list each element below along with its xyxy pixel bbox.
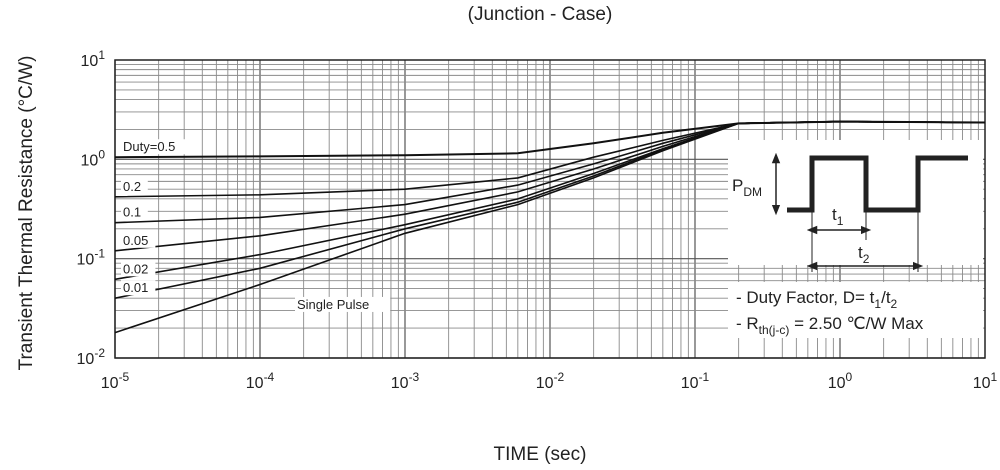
series-lines: Duty=0.5 0.2 0.1 0.05 0.02 0.01 Single Pulse (114, 120, 986, 334)
pdm-label: PDM (732, 176, 762, 199)
series-label-bg (295, 296, 391, 312)
pdm-sub: DM (743, 185, 762, 199)
x-tick-exponent: -5 (119, 370, 130, 384)
series-label: 0.2 (123, 179, 141, 194)
x-tick-base: 10 (101, 375, 119, 392)
series-label: 0.1 (123, 205, 141, 220)
plot-frame (114, 59, 986, 359)
x-tick-exponent: -3 (409, 370, 420, 384)
x-tick-label: 100 (828, 370, 853, 392)
y-tick-label: 101 (81, 48, 106, 70)
x-axis-title: TIME (sec) (494, 444, 587, 465)
t2-label: t2 (858, 243, 870, 266)
t1-base: t (832, 205, 837, 224)
x-tick-label: 10-3 (391, 370, 420, 392)
series-label: Duty=0.5 (123, 139, 175, 154)
x-tick-exponent: 1 (991, 370, 998, 384)
rth-prefix: - R (736, 314, 759, 333)
y-tick-base: 10 (77, 351, 95, 368)
y-tick-label: 100 (81, 147, 106, 169)
series-label-bg (121, 232, 156, 248)
inset-background (728, 140, 983, 265)
series-label-bg (121, 204, 148, 220)
t2-sub: 2 (863, 252, 870, 266)
series-line (114, 120, 986, 334)
y-tick-exponent: -1 (94, 247, 105, 261)
pulse-waveform (787, 155, 968, 213)
t1-sub: 1 (837, 214, 844, 228)
x-tick-exponent: -2 (554, 370, 565, 384)
duty-factor-note: - Duty Factor, D= t1/t2 (736, 288, 898, 311)
x-tick-exponent: 0 (846, 370, 853, 384)
duty-prefix: - Duty Factor, D= t (736, 288, 875, 307)
series-label: Single Pulse (297, 297, 369, 312)
y-axis-title: Transient Thermal Resistance (°C/W) (16, 56, 37, 371)
x-tick-base: 10 (536, 375, 554, 392)
duty-sub2: 2 (891, 297, 898, 311)
x-tick-label: 10-1 (681, 370, 710, 392)
series-label-bg (121, 139, 186, 155)
duty-mid: /t (881, 288, 891, 307)
x-tick-base: 10 (246, 375, 264, 392)
rth-note: - Rth(j-c) = 2.50 ℃/W Max (736, 314, 924, 337)
x-tick-label: 10-4 (246, 370, 275, 392)
rth-sub: th(j-c) (759, 323, 790, 337)
series-label: 0.02 (123, 261, 148, 276)
y-tick-label: 10-1 (77, 247, 106, 269)
series-label: 0.01 (123, 280, 148, 295)
pdm-base: P (732, 176, 743, 195)
inset-text-background (728, 282, 983, 338)
x-tick-exponent: -1 (699, 370, 710, 384)
rth-suffix: = 2.50 ℃/W Max (789, 314, 923, 333)
y-tick-exponent: 1 (98, 48, 105, 62)
y-tick-base: 10 (81, 152, 99, 169)
y-tick-label: 10-2 (77, 346, 106, 368)
y-tick-exponent: -2 (94, 346, 105, 360)
t2-base: t (858, 243, 863, 262)
y-tick-base: 10 (81, 53, 99, 70)
series-label-bg (121, 261, 156, 277)
x-tick-base: 10 (973, 375, 991, 392)
x-tick-label: 101 (973, 370, 998, 392)
series-label-bg (121, 178, 148, 194)
series-label-bg (121, 280, 156, 296)
series-label: 0.05 (123, 233, 148, 248)
x-tick-label: 10-2 (536, 370, 565, 392)
x-tick-base: 10 (828, 375, 846, 392)
t1-label: t1 (832, 205, 844, 228)
x-tick-exponent: -4 (264, 370, 275, 384)
duty-cycle-inset: PDM t1 t2 - Duty Factor, D= t1/t2 - Rth(… (728, 140, 983, 338)
x-tick-base: 10 (681, 375, 699, 392)
y-tick-exponent: 0 (98, 147, 105, 161)
x-tick-label: 10-5 (101, 370, 130, 392)
chart-title: (Junction - Case) (468, 4, 613, 25)
x-tick-base: 10 (391, 375, 409, 392)
y-tick-base: 10 (77, 252, 95, 269)
duty-sub1: 1 (874, 297, 881, 311)
